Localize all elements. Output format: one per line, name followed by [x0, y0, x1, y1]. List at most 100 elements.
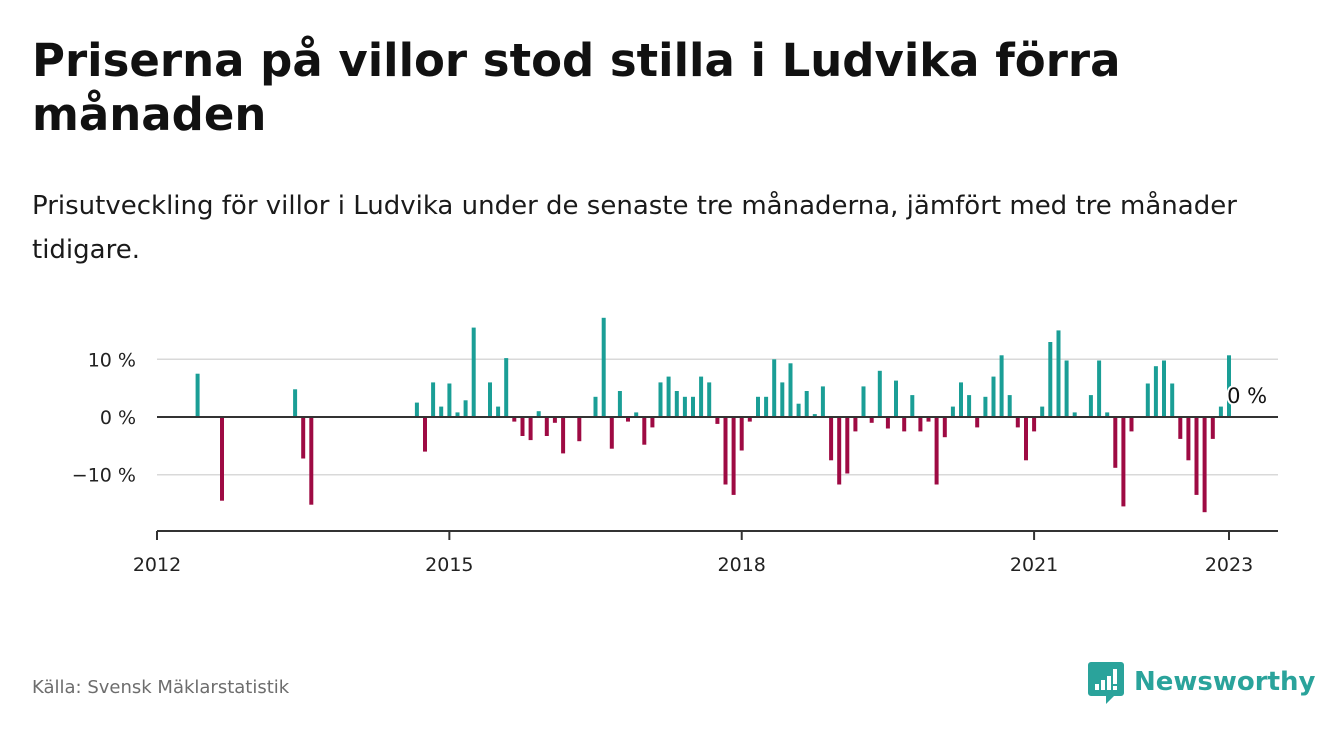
bar [869, 417, 874, 423]
bar [885, 417, 890, 429]
bar [1227, 355, 1231, 417]
bar [1040, 406, 1045, 417]
bar [455, 412, 460, 417]
bar [1007, 395, 1012, 417]
bar [707, 382, 712, 417]
bar [593, 396, 598, 417]
bar [1032, 417, 1037, 432]
bar [691, 396, 695, 417]
bar [1186, 417, 1191, 461]
bar [699, 376, 704, 417]
bar [837, 417, 842, 485]
bar [950, 406, 955, 417]
bar [756, 396, 760, 417]
y-tick-label: −10 % [72, 465, 136, 487]
bar [1121, 417, 1126, 507]
x-tick-label: 2012 [133, 554, 181, 576]
bar [934, 417, 939, 485]
bar [804, 391, 809, 417]
newsworthy-logo-icon [1088, 662, 1124, 704]
bar [642, 417, 647, 445]
bar [723, 417, 728, 485]
bar [1218, 406, 1223, 417]
bar [845, 417, 850, 474]
bar [609, 417, 614, 449]
bar [975, 417, 980, 428]
bar [414, 402, 419, 417]
bar [812, 414, 817, 417]
bar [634, 412, 639, 417]
bar [1064, 360, 1069, 417]
bar [1088, 395, 1093, 417]
bar [820, 386, 825, 417]
bar [650, 417, 655, 428]
bar [715, 417, 720, 424]
bar [1097, 360, 1102, 417]
bar [1162, 360, 1166, 417]
y-tick-label: 10 % [88, 349, 136, 371]
bar [910, 395, 915, 417]
bar [796, 403, 801, 417]
bar [447, 383, 452, 417]
y-tick-label: 0 % [100, 407, 136, 429]
bar [894, 380, 898, 417]
bar [601, 317, 606, 417]
bar [983, 396, 988, 417]
bar [293, 389, 298, 417]
bar [788, 363, 793, 417]
last-value-label: 0 % [1227, 384, 1267, 408]
bar [552, 417, 557, 423]
bar [829, 417, 834, 461]
bar [1024, 417, 1028, 461]
bar [626, 417, 630, 422]
bar [991, 376, 996, 417]
source-note: Källa: Svensk Mäklarstatistik [32, 677, 290, 698]
bar [195, 373, 200, 417]
bar [1113, 417, 1118, 468]
bar [772, 359, 777, 417]
bar [780, 382, 785, 417]
bar [926, 417, 931, 422]
bar [1194, 417, 1199, 495]
bar [528, 417, 533, 441]
chart-labels: 10 % 0 % −10 % 2012 2015 2018 2021 2023 0 % [72, 349, 1269, 576]
bar [309, 417, 314, 505]
bar [853, 417, 858, 432]
bar [1048, 342, 1053, 417]
bar [739, 417, 744, 451]
bar [1170, 383, 1175, 417]
x-tick-label: 2018 [718, 554, 766, 576]
bar [1153, 366, 1158, 417]
bar [747, 417, 752, 422]
bar [1056, 330, 1061, 417]
bar [504, 358, 509, 417]
brand-name: Newsworthy [1134, 667, 1316, 697]
bar [471, 327, 476, 417]
bar [877, 370, 882, 417]
axes [156, 416, 1278, 540]
bar [999, 355, 1004, 417]
bar [666, 376, 671, 417]
bar [439, 406, 444, 417]
bar [536, 411, 541, 417]
bar [1105, 412, 1110, 417]
bar [942, 417, 947, 438]
bar [301, 417, 306, 459]
bar [220, 417, 224, 501]
bar [902, 417, 907, 432]
x-tick-label: 2023 [1205, 554, 1253, 576]
bar [1178, 417, 1183, 439]
bar [463, 400, 468, 417]
bar [1145, 383, 1150, 417]
x-tick-label: 2021 [1010, 554, 1058, 576]
bar [561, 417, 566, 454]
bar [496, 406, 501, 417]
bar [959, 382, 963, 417]
bar [1015, 417, 1020, 428]
chart-title: Priserna på villor stod stilla i Ludvika… [32, 34, 1121, 141]
bar [1129, 417, 1134, 432]
brand-logo: Newsworthy [1088, 660, 1315, 704]
bar [577, 417, 582, 442]
bar [658, 382, 663, 417]
